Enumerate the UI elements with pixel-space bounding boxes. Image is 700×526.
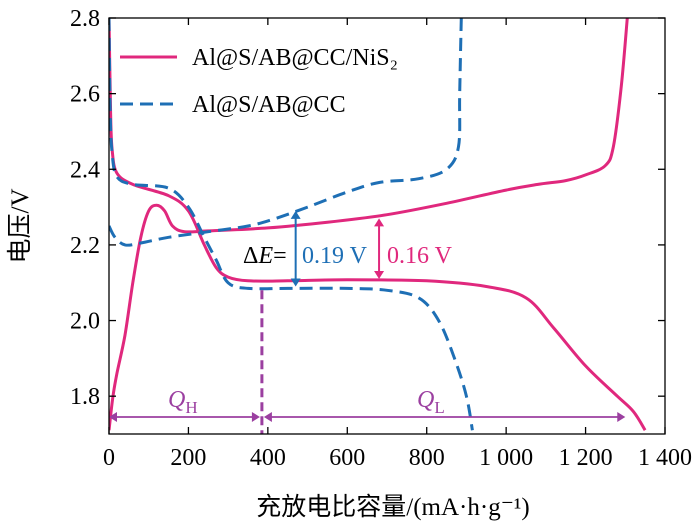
- y-tick-label: 2.2: [70, 233, 100, 259]
- y-tick-label: 2.4: [70, 157, 100, 183]
- series-1-discharge-line: [109, 18, 474, 431]
- ql-arrow-head-right: [617, 411, 626, 422]
- x-axis-label: 充放电比容量/(mA·h·g⁻¹): [256, 493, 529, 521]
- series-0-discharge-line: [109, 18, 647, 431]
- delta-blue-arrow-head-bottom: [290, 278, 301, 287]
- legend: Al@S/AB@CC/NiS₂ Al@S/AB@CC: [120, 45, 398, 118]
- annotations-group: ΔE= 0.19 V 0.16 V QH QL: [109, 210, 626, 434]
- x-axis-ticks: 0 200 400 600 800 1 000 1 200 1 400: [103, 18, 692, 471]
- delta-pink-value: 0.16 V: [387, 243, 453, 269]
- y-tick-label: 2.6: [70, 82, 100, 108]
- x-tick-label: 0: [103, 445, 115, 471]
- y-axis-label: 电压/V: [6, 188, 34, 263]
- y-tick-label: 2.8: [70, 6, 100, 32]
- y-tick-label: 2.0: [70, 309, 100, 335]
- x-tick-label: 1 200: [559, 445, 613, 471]
- ql-label: QL: [417, 387, 445, 417]
- delta-e-label: ΔE=: [243, 243, 287, 269]
- qh-arrow-head-right: [251, 411, 260, 422]
- plot-frame: [108, 17, 666, 435]
- delta-blue-arrow-head-top: [290, 210, 301, 219]
- series-0-charge-line: [109, 18, 629, 431]
- legend-label-plain: Al@S/AB@CC: [192, 92, 346, 118]
- delta-pink-arrow-head-top: [374, 218, 385, 227]
- qh-label: QH: [168, 387, 198, 417]
- qh-arrow-head-left: [109, 411, 117, 422]
- curves-group: [109, 18, 647, 431]
- delta-blue-value: 0.19 V: [302, 243, 368, 269]
- legend-label-nis2: Al@S/AB@CC/NiS₂: [192, 45, 398, 71]
- x-tick-label: 1 400: [638, 445, 692, 471]
- y-tick-label: 1.8: [70, 384, 100, 410]
- x-tick-label: 800: [409, 445, 445, 471]
- y-axis-ticks: 1.8 2.0 2.2 2.4 2.6 2.8: [70, 6, 665, 410]
- x-tick-label: 1 000: [479, 445, 533, 471]
- ql-arrow-head-left: [263, 411, 272, 422]
- delta-pink-arrow-head-bottom: [374, 270, 385, 279]
- x-tick-label: 400: [250, 445, 286, 471]
- x-tick-label: 200: [170, 445, 206, 471]
- x-tick-label: 600: [329, 445, 365, 471]
- series-1-charge-line: [109, 18, 463, 247]
